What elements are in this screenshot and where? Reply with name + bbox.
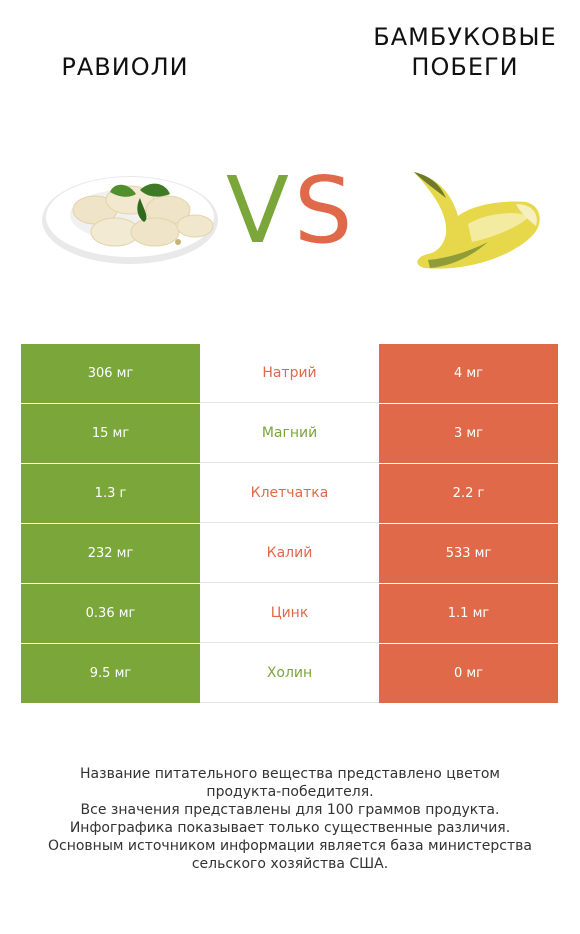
nutrient-name-cell: Холин [200, 644, 379, 703]
versus-v: V [226, 157, 289, 264]
right-value-cell: 0 мг [379, 644, 558, 703]
right-value-cell: 3 мг [379, 404, 558, 463]
right-product-title: БАМБУКОВЫЕ ПОБЕГИ [373, 23, 557, 81]
ravioli-plate-image [42, 176, 218, 264]
bamboo-shoot-image [414, 172, 540, 269]
right-value-cell: 4 мг [379, 344, 558, 403]
nutrient-comparison-table: 306 мг Натрий 4 мг 15 мг Магний 3 мг 1.3 г Клет… [21, 344, 558, 704]
right-value-cell: 533 мг [379, 524, 558, 583]
left-value-cell: 0.36 мг [21, 584, 200, 643]
footer-notes: Название питательного вещества представл… [20, 765, 560, 873]
left-value-cell: 15 мг [21, 404, 200, 463]
left-value-cell: 9.5 мг [21, 644, 200, 703]
versus-label: V S [222, 157, 354, 264]
left-value-cell: 1.3 г [21, 464, 200, 523]
left-product-title: РАВИОЛИ [61, 53, 189, 81]
nutrient-name-cell: Магний [200, 404, 379, 463]
table-row: 9.5 мг Холин 0 мг [21, 644, 558, 704]
right-value-cell: 2.2 г [379, 464, 558, 523]
table-row: 15 мг Магний 3 мг [21, 404, 558, 464]
footer-line: Название питательного вещества представл… [80, 766, 500, 782]
left-value-cell: 306 мг [21, 344, 200, 403]
table-row: 306 мг Натрий 4 мг [21, 344, 558, 404]
table-row: 232 мг Калий 533 мг [21, 524, 558, 584]
left-value-cell: 232 мг [21, 524, 200, 583]
nutrient-name-cell: Клетчатка [200, 464, 379, 523]
footer-line: продукта-победителя. [206, 784, 374, 800]
versus-s: S [294, 157, 353, 264]
footer-line: Основным источником информации является … [48, 838, 532, 854]
footer-line: Инфографика показывает только существенн… [69, 820, 511, 836]
nutrient-name-cell: Цинк [200, 584, 379, 643]
footer-line: Все значения представлены для 100 граммо… [80, 802, 500, 818]
table-row: 0.36 мг Цинк 1.1 мг [21, 584, 558, 644]
right-value-cell: 1.1 мг [379, 584, 558, 643]
table-row: 1.3 г Клетчатка 2.2 г [21, 464, 558, 524]
footer-line: сельского хозяйства США. [191, 856, 389, 872]
nutrient-name-cell: Натрий [200, 344, 379, 403]
nutrient-name-cell: Калий [200, 524, 379, 583]
